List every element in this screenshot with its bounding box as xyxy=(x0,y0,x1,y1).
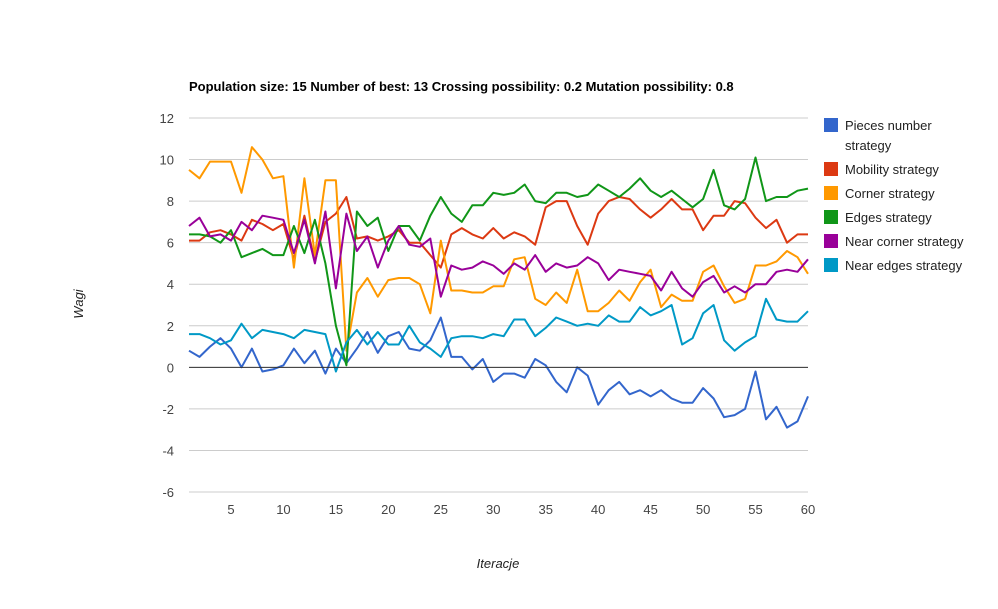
x-tick-label: 50 xyxy=(696,502,710,517)
x-tick-label: 60 xyxy=(801,502,815,517)
legend-swatch xyxy=(824,118,838,132)
y-tick-label: -2 xyxy=(162,402,174,417)
legend: Pieces number strategy Mobility strategy Co… xyxy=(824,118,964,273)
x-tick-label: 55 xyxy=(748,502,762,517)
x-tick-label: 45 xyxy=(643,502,657,517)
series-line-near-corner-strategy xyxy=(188,210,809,298)
legend-item: Edges strategy xyxy=(824,210,932,225)
legend-swatch xyxy=(824,186,838,200)
x-tick-label: 40 xyxy=(591,502,605,517)
legend-item: Near corner strategy xyxy=(824,234,964,249)
grid xyxy=(189,117,808,493)
x-axis-title: Iteracje xyxy=(477,556,520,571)
legend-label: Corner strategy xyxy=(845,186,935,201)
y-tick-label: 6 xyxy=(167,236,174,251)
y-tick-label: 0 xyxy=(167,360,174,375)
legend-label: Edges strategy xyxy=(845,210,932,225)
series-line-near-edges-strategy xyxy=(189,297,809,373)
legend-item: Mobility strategy xyxy=(824,162,939,177)
series-line-corner-strategy xyxy=(188,146,809,352)
y-tick-label: 12 xyxy=(160,111,174,126)
y-tick-labels: -6 -4 -2 0 2 4 6 8 10 12 xyxy=(160,111,174,500)
y-axis-title: Wagi xyxy=(71,288,86,318)
legend-swatch xyxy=(824,258,838,272)
y-tick-label: -4 xyxy=(162,443,174,458)
legend-swatch xyxy=(824,234,838,248)
legend-item: Pieces number strategy xyxy=(824,118,932,153)
chart-title: Population size: 15 Number of best: 13 C… xyxy=(189,79,734,94)
x-tick-label: 10 xyxy=(276,502,290,517)
legend-swatch xyxy=(824,162,838,176)
y-tick-label: -6 xyxy=(162,485,174,500)
y-tick-label: 10 xyxy=(160,153,174,168)
legend-label: Pieces number strategy xyxy=(845,118,932,153)
x-tick-labels: 5 10 15 20 25 30 35 40 45 50 55 60 xyxy=(227,502,815,517)
legend-item: Corner strategy xyxy=(824,186,935,201)
x-tick-label: 20 xyxy=(381,502,395,517)
x-tick-label: 15 xyxy=(329,502,343,517)
x-tick-label: 30 xyxy=(486,502,500,517)
x-tick-label: 25 xyxy=(434,502,448,517)
legend-label: Near corner strategy xyxy=(845,234,964,249)
legend-swatch xyxy=(824,210,838,224)
y-tick-label: 4 xyxy=(167,277,174,292)
series-line-pieces-number-strategy xyxy=(188,316,809,429)
series-lines xyxy=(188,146,809,429)
series-line-edges-strategy xyxy=(189,156,809,367)
x-tick-label: 35 xyxy=(538,502,552,517)
legend-label: Mobility strategy xyxy=(845,162,939,177)
legend-label: Near edges strategy xyxy=(845,258,963,273)
legend-item: Near edges strategy xyxy=(824,258,963,273)
y-tick-label: 2 xyxy=(167,319,174,334)
x-tick-label: 5 xyxy=(227,502,234,517)
y-tick-label: 8 xyxy=(167,194,174,209)
